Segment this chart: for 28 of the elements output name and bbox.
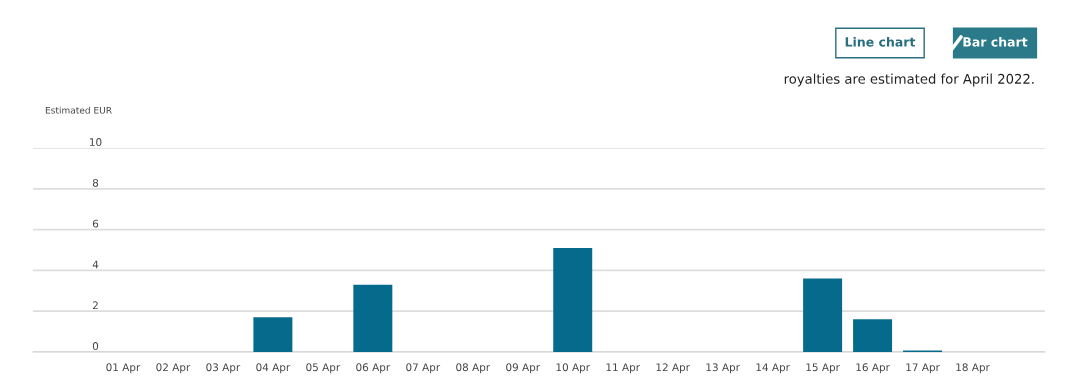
y-tick-label: 10 <box>90 138 102 146</box>
text: royalties are estimated for April 2022. <box>784 73 1034 87</box>
x-tick-label: 09 Apr <box>506 363 541 374</box>
x-tick-label: 16 Apr <box>856 363 890 374</box>
x-tick-label: 06 Apr <box>356 363 391 374</box>
y-tick-label: 6 <box>92 219 99 228</box>
y-tick-label: 8 <box>92 178 99 187</box>
y-axis-title: Estimated EUR <box>45 106 112 114</box>
x-tick-label: 12 Apr <box>656 363 690 374</box>
x-tick-label: 04 Apr <box>256 363 291 374</box>
x-tick-label: 08 Apr <box>456 363 491 374</box>
x-tick-label: 02 Apr <box>156 363 191 374</box>
x-tick-label: 03 Apr <box>206 363 241 374</box>
x-tick-label: 01 Apr <box>106 363 141 374</box>
x-tick-label: 11 Apr <box>606 363 640 374</box>
x-tick-label: 07 Apr <box>406 363 441 374</box>
x-tick-label: 17 Apr <box>906 363 940 374</box>
y-tick-label: 2 <box>92 301 98 310</box>
text: Line chart <box>845 36 916 47</box>
x-tick-label: 14 Apr <box>756 363 790 374</box>
y-tick-label: 4 <box>92 260 99 269</box>
x-tick-label: 15 Apr <box>806 363 840 374</box>
y-tick-label: 0 <box>92 342 99 350</box>
x-tick-label: 13 Apr <box>706 363 740 374</box>
x-tick-label: 10 Apr <box>556 363 591 374</box>
x-tick-label: 05 Apr <box>306 363 341 374</box>
text: Bar chart <box>963 36 1028 47</box>
x-tick-label: 18 Apr <box>956 363 990 374</box>
